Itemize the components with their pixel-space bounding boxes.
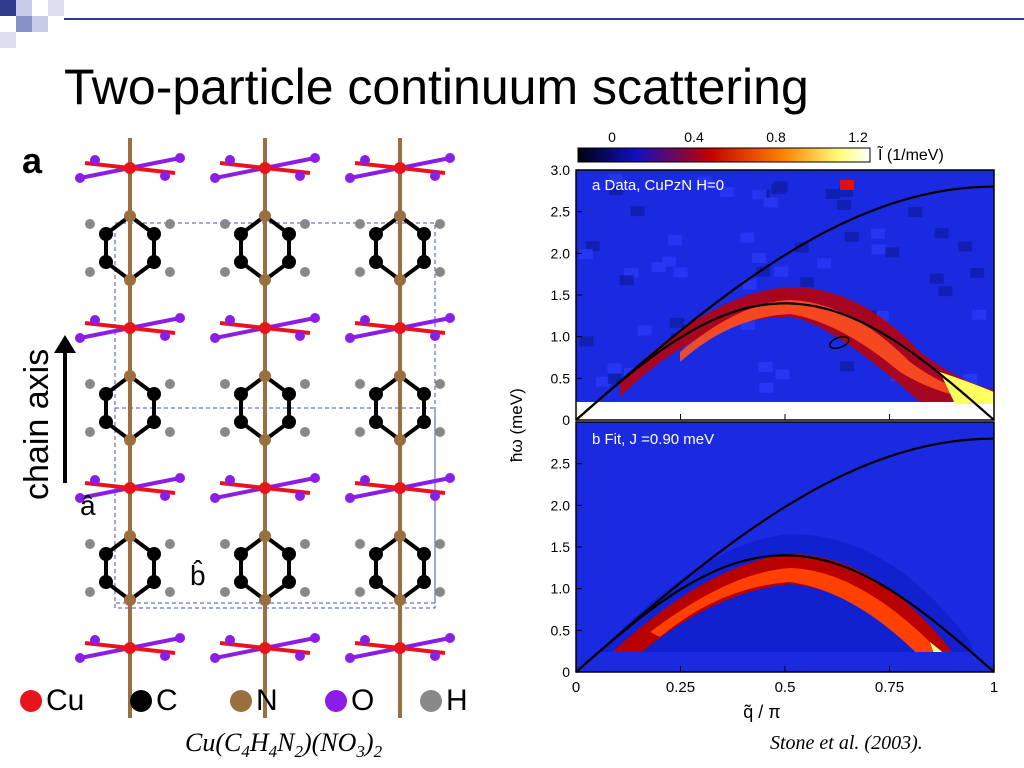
title-rule (64, 18, 1024, 20)
x-tick-label: 0.5 (775, 679, 796, 696)
slide-title: Two-particle continuum scattering (64, 59, 809, 115)
chemical-formula: Cu(C4H4N2)(NO3)2 (185, 728, 383, 762)
legend-item-h: H (420, 684, 468, 718)
colorbar-tick-label: 1.2 (848, 129, 868, 145)
y-tick-label: 0 (562, 664, 570, 680)
resolution-ellipse (829, 335, 850, 350)
lower-boundary-curve (575, 554, 995, 673)
colorbar-label: Ĩ (1/meV) (877, 144, 944, 164)
scattering-plots: 0 0.4 0.8 1.2 Ĩ (1/meV) 3.0 2.5 2.0 1.5 1.0 0.5 0… (507, 129, 998, 722)
corner-decoration (0, 0, 64, 48)
upper-boundary-curve (575, 437, 994, 673)
x-tick-label: 0.75 (875, 679, 904, 696)
cu-dot-icon (20, 690, 42, 712)
y-tick-label: 0.5 (551, 622, 571, 638)
upper-boundary-curve (575, 185, 994, 421)
panel-b-title: b Fit, J =0.90 meV (592, 431, 714, 448)
y-tick-label: 1.5 (551, 539, 571, 555)
legend-item-c: C (130, 684, 178, 718)
y-tick-label: 2.0 (551, 497, 571, 513)
legend-item-n: N (230, 684, 278, 718)
o-dot-icon (325, 690, 347, 712)
h-dot-icon (420, 690, 442, 712)
colorbar-tick-label: 0.8 (766, 129, 786, 145)
y-tick-label: 1.0 (551, 329, 571, 345)
axis-b-label: b̂ (190, 560, 206, 591)
colorbar-tick-label: 0 (608, 129, 616, 145)
y-axis-label: ħω (meV) (507, 388, 526, 462)
legend-item-o: O (325, 684, 374, 718)
colorbar-tick-label: 0.4 (684, 129, 704, 145)
c-dot-icon (130, 690, 152, 712)
y-tick-label: 2.5 (551, 204, 571, 220)
citation: Stone et al. (2003). (770, 732, 923, 754)
y-tick-label: 0.5 (551, 370, 571, 386)
y-tick-label: 2.0 (551, 245, 571, 261)
panel-a-title: a Data, CuPzN H=0 (592, 177, 724, 194)
axis-a-label: â (80, 490, 96, 521)
y-tick-label: 1.0 (551, 581, 571, 597)
n-dot-icon (230, 690, 252, 712)
y-tick-label: 3.0 (551, 162, 571, 178)
colorbar (577, 147, 871, 163)
lower-boundary-curve (575, 302, 995, 421)
chain-axis-arrow-icon (54, 335, 76, 483)
y-tick-label: 2.5 (551, 456, 571, 472)
y-tick-label: 0 (562, 412, 570, 428)
atom-legend: Cu C N O H (20, 684, 490, 720)
crystal-structure-illustration (75, 138, 455, 718)
x-tick-label: 0 (572, 679, 580, 696)
y-tick-label: 1.5 (551, 287, 571, 303)
legend-item-cu: Cu (20, 684, 84, 718)
panel-label-a: a (22, 140, 43, 181)
x-tick-label: 1 (990, 679, 998, 696)
x-tick-label: 0.25 (666, 679, 695, 696)
x-axis-label: q̃ / π (743, 702, 780, 722)
